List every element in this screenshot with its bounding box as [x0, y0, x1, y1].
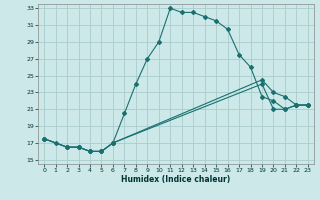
- X-axis label: Humidex (Indice chaleur): Humidex (Indice chaleur): [121, 175, 231, 184]
